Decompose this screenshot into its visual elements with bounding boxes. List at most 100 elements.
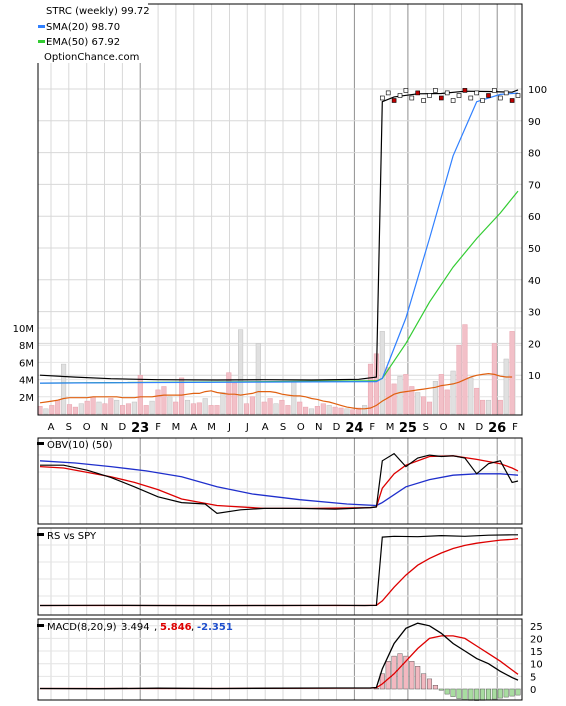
volume-bar [403,374,409,415]
volume-bar [243,403,250,415]
volume-bar [326,405,332,415]
volume-bar [96,401,102,415]
volume-bar [61,363,67,415]
x-tick-label: N [101,422,108,433]
panel-frame [37,437,523,525]
macd-histogram-bar [432,685,438,690]
volume-bar [367,363,374,415]
candle [421,98,426,103]
macd-hist-value: -2.351 [197,622,233,633]
rs-average-line [40,537,519,607]
x-tick-label: S [423,422,429,433]
volume-bar [485,399,492,415]
macd-histogram-bar [491,688,497,700]
volume-bar [149,400,155,415]
volume-bar [344,408,350,415]
x-tick-label: O [440,422,448,433]
volume-bar [320,403,326,415]
macd-title: MACD(8,20,9) [47,622,117,633]
volume-bar [273,403,279,415]
macd-line [39,622,519,690]
series-lines [39,88,521,701]
obv-slow-line [39,460,519,507]
macd-histogram-bar [421,673,427,690]
price-tick-label: 20 [528,339,541,350]
price-tick-label: 70 [528,180,541,191]
volume-bar [49,405,55,415]
volume-bar [468,377,474,415]
obv-title: OBV(10) (50) [47,440,113,451]
volume-bar [474,387,480,415]
volume-bar [179,377,185,415]
volume-bar [102,403,108,415]
x-tick-label: M [386,422,395,433]
candle [462,88,468,93]
legend-sma: SMA(20) 98.70 [46,22,120,33]
volume-bar [155,389,161,415]
volume-bar [444,389,450,415]
x-tick-label: N [458,422,465,433]
candle [427,93,432,98]
macd-histogram-bar [515,688,521,696]
rs-line [39,534,518,607]
volume-bar [332,406,338,415]
volume-bar [308,408,315,415]
macd-histogram-bar [403,655,409,690]
macd-histogram-bar [456,688,462,699]
x-tick-label: F [369,422,375,433]
volume-bar [291,381,297,415]
volume-bar [137,375,143,415]
volume-bar [214,405,220,415]
macd-histogram-bar [462,688,468,700]
macd-tick-label: 0 [530,685,536,696]
volume-bar [279,399,285,415]
volume-bar [220,392,226,415]
macd-histogram-bar [480,688,486,701]
volume-tick-label: 8M [19,341,34,352]
macd-histogram-bar [438,688,444,691]
x-tick-label: 25 [399,421,417,436]
volume-bar [55,399,61,415]
macd-tick-label: 10 [530,660,543,671]
volume-bar [350,409,356,415]
candle [444,90,450,96]
volume-bar [184,399,191,415]
price-tick-label: 80 [528,149,541,160]
volume-bar [497,399,503,415]
sma-swatch [38,25,45,28]
obv-legend: OBV(10) (50) [37,440,113,451]
candle [515,93,521,98]
candle [379,95,385,101]
volume-bar [255,343,261,415]
x-tick-label: A [48,422,55,433]
candle [456,93,462,98]
volume-bar [285,405,291,415]
volume-bar [261,401,267,415]
macd-histogram-bar [391,655,397,690]
candle [403,88,409,93]
x-tick-label: F [512,422,518,433]
macd-histogram-bar [468,688,474,701]
candle [397,93,403,98]
obv-line [40,452,519,515]
volume-bar [167,396,173,415]
volume-bar [456,344,462,415]
volume-bar [297,401,303,415]
macd-tick-label: 5 [530,672,536,683]
volume-bar [196,402,202,415]
volume-bar [462,324,468,415]
macd-histogram-bar [444,688,450,695]
candle [486,93,491,98]
candle [468,95,474,101]
x-tick-label: S [280,422,286,433]
candle [450,98,456,103]
candle [503,90,509,96]
legend-title: STRC (weekly) 99.72 [46,6,150,17]
volume-bar [161,386,167,415]
volume-average-line [39,372,513,410]
macd-histogram-bar [509,688,515,697]
volume-bar [409,386,415,415]
volume-bar [43,408,49,415]
volume-bar [426,401,433,415]
